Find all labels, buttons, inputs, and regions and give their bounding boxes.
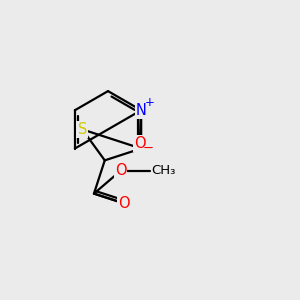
Text: O: O — [134, 136, 146, 151]
Text: N: N — [136, 103, 147, 118]
Text: +: + — [145, 95, 154, 109]
Text: O: O — [118, 196, 130, 211]
Text: O: O — [115, 164, 126, 178]
Text: S: S — [78, 122, 87, 137]
Text: −: − — [143, 142, 154, 155]
Text: CH₃: CH₃ — [152, 164, 176, 177]
